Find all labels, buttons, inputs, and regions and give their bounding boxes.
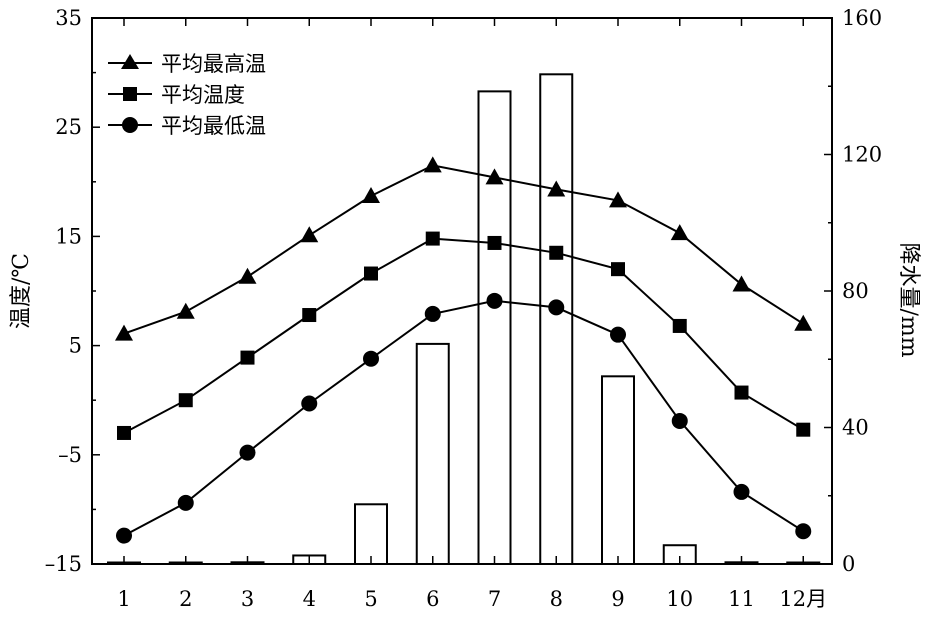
point-max-6 [423, 156, 442, 173]
x-tick-label: 8 [550, 587, 563, 611]
x-tick-label: 3 [241, 587, 254, 611]
right-tick-label: 160 [842, 6, 882, 30]
point-max-8 [547, 180, 566, 197]
point-min-3 [239, 444, 256, 461]
point-avg-12 [796, 422, 811, 437]
point-max-12 [794, 314, 813, 331]
point-max-3 [238, 267, 257, 284]
series-line-max [123, 164, 804, 335]
point-min-8 [548, 299, 565, 316]
precip-bar-6 [415, 342, 450, 565]
legend-square-marker [123, 87, 137, 101]
point-min-6 [424, 305, 441, 322]
axis-ticks [92, 17, 832, 565]
point-avg-11 [734, 385, 749, 400]
point-max-2 [176, 302, 195, 319]
x-tick-label: 5 [364, 587, 377, 611]
left-axis-title: 温度/℃ [9, 253, 34, 329]
point-max-11 [732, 275, 751, 292]
x-tick-label: 4 [303, 587, 316, 611]
right-tick-label: 80 [842, 279, 869, 303]
left-tick-label: 25 [55, 115, 82, 139]
point-avg-8 [549, 245, 564, 260]
point-max-10 [670, 224, 689, 241]
left-tick-label: 15 [55, 224, 82, 248]
legend-label-min: 平均最低温 [161, 114, 266, 138]
legend-circle-marker [122, 117, 138, 133]
right-tick-label: 40 [842, 416, 869, 440]
point-avg-10 [672, 318, 687, 333]
x-tick-label: 2 [179, 587, 192, 611]
point-avg-7 [487, 235, 502, 250]
legend-triangle-marker [121, 54, 139, 69]
right-axis-title: 降水量/mm [896, 242, 921, 357]
x-tick-label: 11 [728, 587, 755, 611]
precip-bar-9 [601, 375, 635, 565]
point-min-9 [610, 326, 626, 343]
series-line-min [123, 299, 804, 537]
precip-bar-8 [539, 73, 574, 566]
point-min-4 [301, 395, 318, 412]
x-tick-label: 12月 [779, 587, 827, 611]
x-tick-label: 9 [611, 587, 624, 611]
point-avg-9 [611, 262, 625, 277]
x-tick-label: 10 [666, 587, 693, 611]
precip-bar-5 [354, 503, 388, 565]
point-min-12 [795, 523, 812, 540]
right-tick-label: 0 [842, 552, 855, 576]
x-tick-label: 7 [488, 587, 501, 611]
point-avg-1 [117, 425, 131, 440]
tick-labels: 35 25 15 5 –5 –15 160 120 80 40 0 1 2 3 4 5 6 7 8 9 10 11 12月 [45, 6, 882, 611]
left-tick-label: 35 [55, 6, 82, 30]
x-tick-label: 1 [117, 587, 130, 611]
point-min-1 [116, 527, 132, 544]
legend-label-avg: 平均温度 [161, 83, 245, 107]
left-tick-label: –15 [45, 552, 82, 576]
point-avg-3 [240, 350, 255, 365]
point-max-5 [362, 186, 380, 203]
legend-label-max: 平均最高温 [161, 52, 266, 76]
point-min-10 [671, 412, 688, 429]
legend: 平均最高温 平均温度 平均最低温 [108, 52, 266, 138]
point-min-7 [486, 292, 503, 309]
point-avg-5 [364, 266, 378, 281]
point-max-1 [115, 324, 133, 341]
point-avg-4 [302, 308, 317, 323]
point-max-4 [300, 226, 319, 243]
point-max-7 [485, 168, 504, 185]
point-max-9 [609, 191, 627, 208]
right-tick-label: 120 [842, 143, 882, 167]
precipitation-bars [107, 73, 821, 566]
point-min-5 [363, 350, 379, 367]
left-tick-label: –5 [58, 443, 82, 467]
temperature-series [115, 156, 813, 544]
precip-bar-7 [477, 90, 512, 566]
point-min-11 [733, 483, 750, 500]
point-avg-2 [178, 393, 193, 408]
point-min-2 [177, 494, 194, 511]
left-tick-label: 5 [69, 334, 82, 358]
series-line-avg [123, 237, 804, 434]
x-tick-label: 6 [426, 587, 439, 611]
point-avg-6 [425, 231, 440, 246]
